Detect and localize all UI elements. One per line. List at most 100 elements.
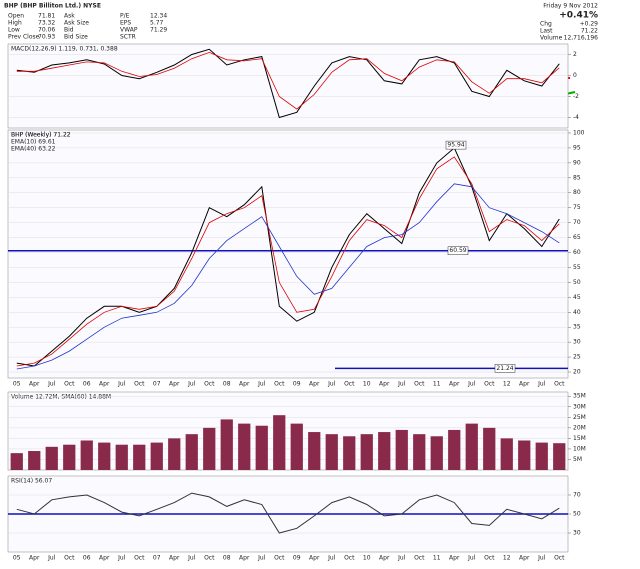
bar <box>238 423 251 470</box>
annotation: 21.24 <box>496 365 513 372</box>
x-tick-label: 08 <box>223 555 231 562</box>
x-tick-label: Jul <box>257 555 266 562</box>
field-label: Low <box>8 27 20 34</box>
y-tick-label: 55 <box>573 264 581 271</box>
bar <box>343 436 356 470</box>
y-tick-label: 80 <box>573 189 581 196</box>
bar <box>500 438 513 470</box>
symbol: BHP (BHP Billiton Ltd.) NYSE <box>4 3 101 10</box>
bar <box>483 427 496 470</box>
bar <box>28 451 41 470</box>
field-label: EPS <box>120 20 131 27</box>
quote-label: Chg <box>540 21 552 28</box>
y-tick-label: 20 <box>573 369 581 376</box>
panel-title: MACD(12,26,9) 1.119, 0.731, 0.388 <box>11 46 118 53</box>
y-tick-label: 65 <box>573 234 581 241</box>
bar <box>168 438 181 470</box>
x-tick-label: Apr <box>379 555 390 562</box>
y-tick-label: 100 <box>573 129 585 136</box>
bar <box>63 444 76 470</box>
x-tick-label: Oct <box>414 381 425 388</box>
y-tick-label: 85 <box>573 174 581 181</box>
x-tick-label: Apr <box>449 381 460 388</box>
x-tick-label: Jul <box>537 555 546 562</box>
y-tick-label: 25 <box>573 354 581 361</box>
x-tick-label: Apr <box>29 555 40 562</box>
bar <box>553 443 566 470</box>
bar <box>465 423 478 470</box>
bar <box>115 444 128 470</box>
x-tick-label: Oct <box>204 381 215 388</box>
x-tick-label: Jul <box>327 381 336 388</box>
bar <box>308 432 321 470</box>
field-label: Ask Size <box>64 20 89 27</box>
x-tick-label: 07 <box>153 381 161 388</box>
bar <box>185 434 198 470</box>
y-tick-label: 60 <box>573 249 581 256</box>
x-tick-label: Jul <box>47 555 56 562</box>
field-label: SCTR <box>120 34 136 41</box>
x-tick-label: 11 <box>433 555 441 562</box>
change-pct: +0.41% <box>559 11 598 21</box>
x-tick-label: Apr <box>169 381 180 388</box>
field-label: Bid Size <box>64 34 88 41</box>
x-tick-label: Jul <box>117 555 126 562</box>
x-tick-label: Apr <box>379 381 390 388</box>
legend-entry: EMA(10) 69.61 <box>11 139 56 146</box>
x-tick-label: Apr <box>309 555 320 562</box>
series-line <box>16 492 560 534</box>
date: Friday 9 Nov 2012 <box>543 3 598 10</box>
x-tick-label: Apr <box>449 555 460 562</box>
legend-entry: BHP (Weekly) 71.22 <box>11 132 71 139</box>
x-tick-label: 12 <box>503 555 511 562</box>
x-tick-label: Jul <box>187 555 196 562</box>
panel-title: Volume 12.72M, SMA(60) 14.88M <box>11 394 111 401</box>
series-line <box>16 48 560 119</box>
y-tick-label: 0 <box>573 72 577 79</box>
x-tick-label: 09 <box>293 381 301 388</box>
annotation: 95.94 <box>447 142 464 149</box>
field-value: 71.29 <box>150 27 167 34</box>
y-tick-label: 10M <box>573 445 586 452</box>
legend-entry: EMA(40) 63.22 <box>11 146 56 153</box>
x-tick-label: Oct <box>554 381 565 388</box>
x-tick-label: 10 <box>363 381 371 388</box>
field-label: Bid <box>64 27 74 34</box>
x-tick-label: Apr <box>169 555 180 562</box>
quote-label: Last <box>540 28 553 35</box>
bar <box>150 442 163 470</box>
quote-value: 12,716,196 <box>564 35 599 42</box>
x-tick-label: Oct <box>484 381 495 388</box>
bar <box>395 429 408 470</box>
x-tick-label: Apr <box>99 555 110 562</box>
x-tick-label: Jul <box>257 381 266 388</box>
panel-frame <box>7 43 569 129</box>
quote-value: 71.22 <box>581 28 598 35</box>
x-tick-label: Oct <box>64 381 75 388</box>
x-tick-label: Jul <box>117 381 126 388</box>
y-tick-label: 45 <box>573 294 581 301</box>
x-tick-label: Apr <box>309 381 320 388</box>
quote-value: +0.29 <box>580 21 599 28</box>
x-tick-label: Oct <box>204 555 215 562</box>
field-label: VWAP <box>120 27 138 34</box>
series-line <box>16 156 560 367</box>
bar <box>325 434 338 470</box>
y-tick-label: 70 <box>573 492 581 499</box>
x-tick-label: Oct <box>274 555 285 562</box>
y-tick-label: 90 <box>573 159 581 166</box>
field-value: 71.81 <box>38 13 55 20</box>
x-tick-label: Oct <box>414 555 425 562</box>
bar <box>535 442 548 470</box>
x-tick-label: Apr <box>239 555 250 562</box>
x-tick-label: Jul <box>467 555 476 562</box>
field-value: 70.06 <box>38 27 55 34</box>
x-tick-label: 12 <box>503 381 511 388</box>
field-value: 70.93 <box>38 34 55 41</box>
field-label: Prev Close <box>8 34 40 41</box>
x-tick-label: Jul <box>467 381 476 388</box>
x-tick-label: Jul <box>397 381 406 388</box>
x-tick-label: Oct <box>64 555 75 562</box>
annotation-box <box>447 246 469 255</box>
